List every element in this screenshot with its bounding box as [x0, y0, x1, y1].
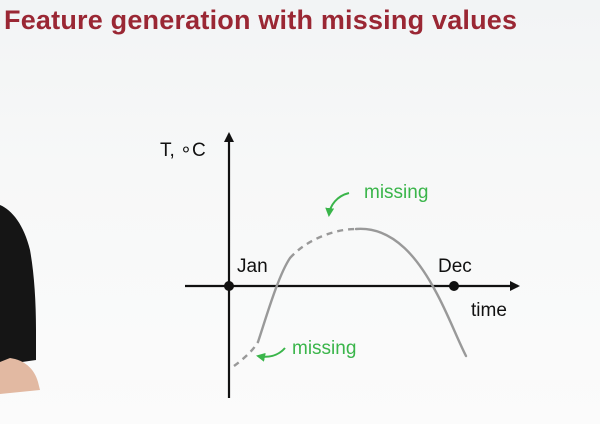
jan-marker — [224, 281, 234, 291]
dec-label: Dec — [438, 256, 472, 277]
y-axis-label: T, ∘C — [160, 140, 206, 161]
missing-label-top: missing — [364, 182, 428, 203]
slide-title: Feature generation with missing values — [4, 5, 518, 35]
missing-segment-bottom — [233, 341, 260, 367]
dec-marker — [449, 281, 459, 291]
temperature-curve — [256, 227, 468, 358]
presenter-silhouette — [0, 205, 40, 394]
missing-label-bottom: missing — [292, 338, 356, 359]
x-axis-label: time — [471, 300, 507, 321]
missing-arrow-top — [325, 192, 350, 217]
jan-label: Jan — [237, 256, 268, 277]
missing-segment-top — [289, 227, 357, 259]
missing-arrow-bottom — [256, 347, 286, 362]
